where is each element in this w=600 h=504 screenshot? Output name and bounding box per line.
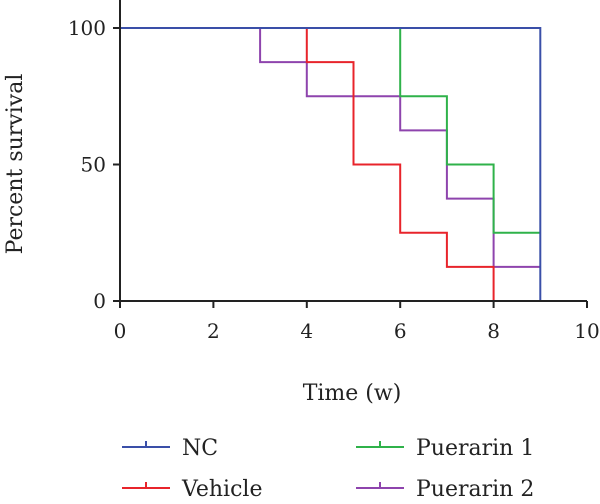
x-tick-label: 10 [574, 319, 599, 343]
legend-item-puerarin-2: Puerarin 2 [356, 477, 534, 502]
y-axis-label: Percent survival [3, 74, 28, 255]
series-layer [120, 27, 542, 301]
y-tick-label: 0 [93, 289, 106, 313]
x-tick-label: 8 [487, 319, 500, 343]
series-line-puerarin-2 [120, 27, 541, 268]
legend-item-vehicle: Vehicle [122, 477, 262, 502]
axes-layer [119, 0, 587, 302]
series-line-nc [120, 27, 542, 301]
legend-label: Puerarin 2 [416, 477, 534, 502]
x-axis-label: Time (w) [303, 381, 402, 406]
legend-item-nc: NC [122, 436, 218, 461]
series-line-vehicle [120, 27, 495, 301]
x-tick-label: 2 [207, 319, 220, 343]
legend-label: Puerarin 1 [416, 436, 534, 461]
legend-label: Vehicle [181, 477, 262, 502]
legend-item-puerarin-1: Puerarin 1 [356, 436, 534, 461]
y-tick-label: 50 [81, 153, 106, 177]
x-tick-label: 0 [114, 319, 127, 343]
x-tick-label: 6 [394, 319, 407, 343]
series-line-puerarin-1 [120, 27, 541, 234]
legend: NC Vehicle Puerarin 1 Puerarin 2 [122, 436, 534, 502]
y-tick-label: 100 [68, 16, 106, 40]
legend-label: NC [182, 436, 218, 461]
x-tick-label: 4 [300, 319, 313, 343]
